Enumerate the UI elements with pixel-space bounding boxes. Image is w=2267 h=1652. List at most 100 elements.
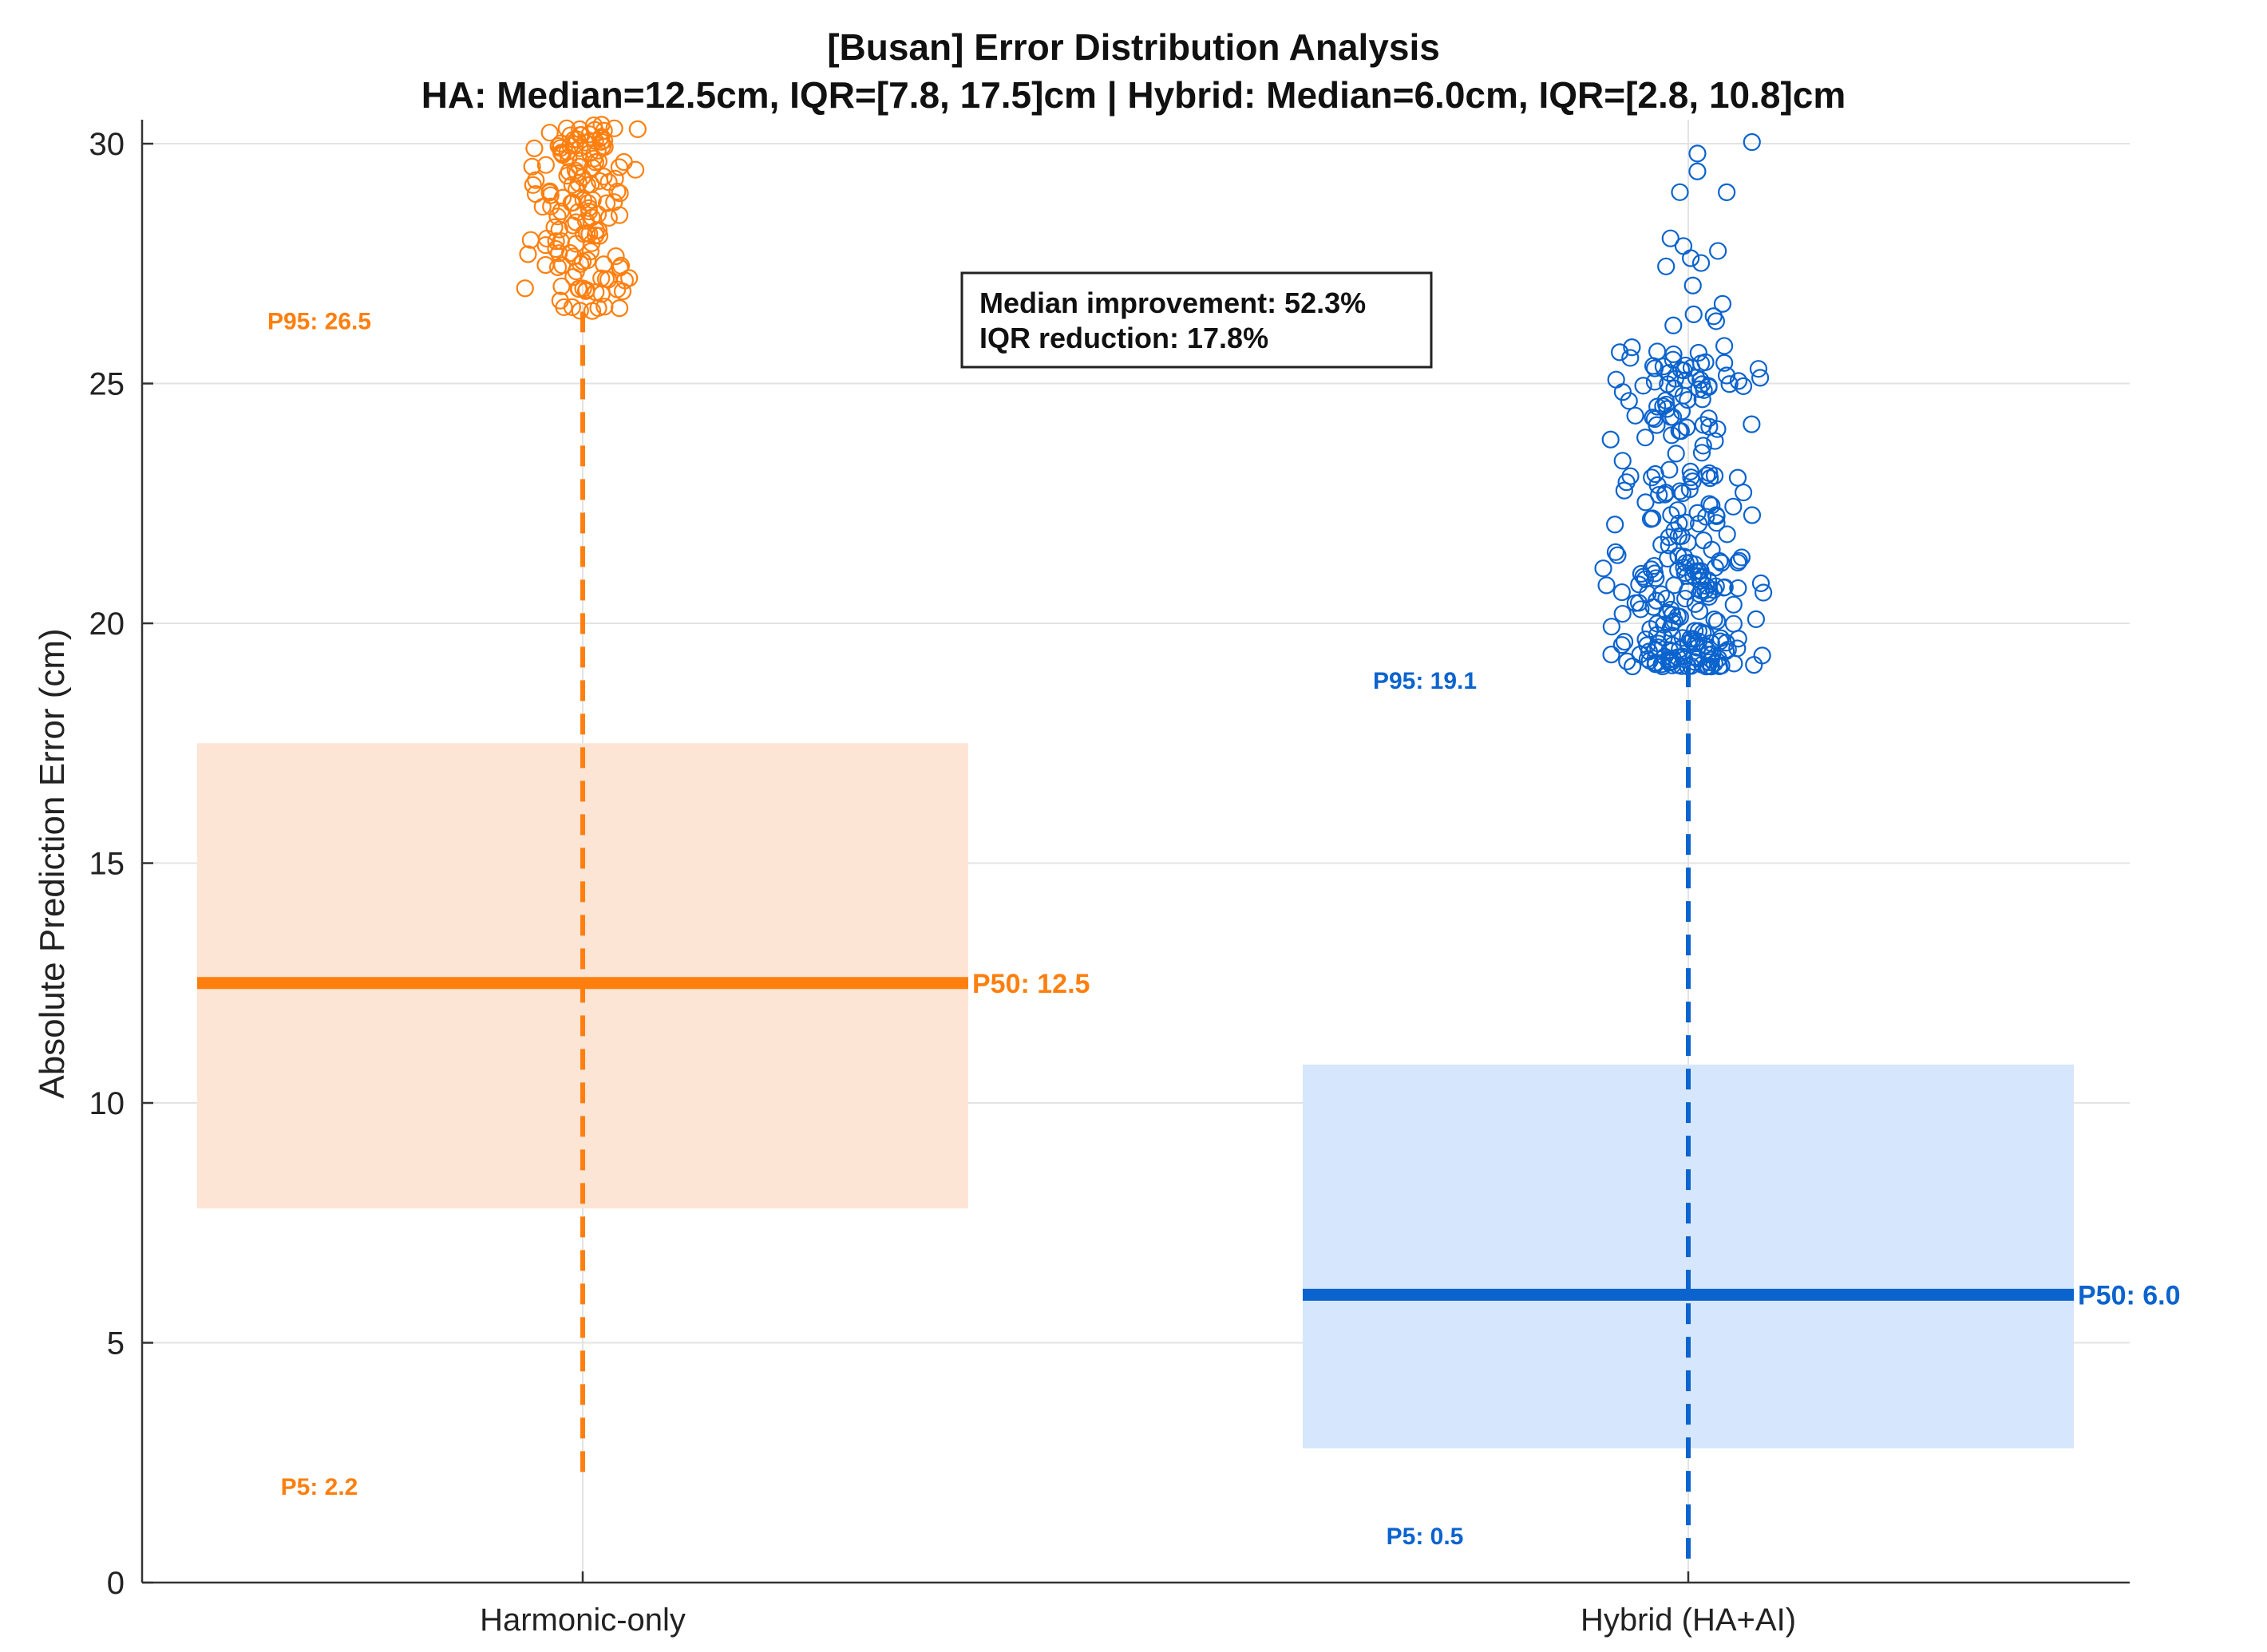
chart-title: [Busan] Error Distribution Analysis [827,26,1440,68]
outlier-point [516,279,534,298]
outlier-point [553,256,572,275]
outlier-point [1662,506,1680,524]
outlier-point [1717,366,1736,385]
p50-label: P50: 6.0 [2078,1280,2181,1310]
y-tick-labels: 0 5 10 15 20 25 30 [89,127,125,1601]
outlier-point [1606,543,1625,561]
outlier-point [1745,656,1763,674]
outlier-point [1708,420,1727,438]
outlier-point [592,116,611,134]
y-tick-label: 5 [107,1326,125,1362]
outlier-point [1659,375,1677,393]
outlier-point [1693,390,1711,409]
outlier-point [1672,361,1691,379]
outlier-point [1697,508,1715,526]
outlier-point [567,213,585,231]
outlier-point [1724,595,1743,614]
iqr-box [197,743,968,1209]
outlier-point [1678,567,1696,585]
outlier-point [1754,583,1773,602]
outlier-point [1667,445,1685,463]
outlier-point [1730,551,1748,570]
outlier-point [1648,591,1666,610]
outlier-point [1602,646,1620,664]
outlier-point [1715,579,1733,597]
outlier-point [525,139,544,157]
outlier-point [1607,370,1625,389]
outlier-point [519,245,537,263]
outlier-point [1718,183,1736,201]
outlier-point [561,243,580,263]
outlier-point [1672,657,1691,675]
outlier-point [1664,316,1683,334]
p5-label: P5: 0.5 [1387,1524,1464,1550]
outlier-point [1646,464,1664,484]
outlier-point [1691,354,1711,373]
outlier-point [1705,654,1723,673]
outlier-point [1734,377,1753,395]
outlier-point [1671,183,1689,201]
outlier-point [1706,432,1724,450]
annotation-border [960,271,1433,369]
y-tick-label: 25 [89,367,125,402]
x-tick-labels: Harmonic-only Hybrid (HA+AI) [480,1603,1796,1638]
outlier-point [1641,619,1660,638]
outlier-point [548,207,567,226]
outlier-point [1688,144,1707,163]
outlier-point [1690,602,1709,621]
outlier-point [1743,132,1761,152]
outlier-point [1674,237,1693,255]
outlier-point [1715,337,1734,355]
outlier-point [1613,604,1632,623]
outlier-point [1694,437,1712,455]
y-tick-label: 20 [89,607,125,642]
percentile-labels: P95: 26.5 P5: 2.2 P50: 12.5 P95: 19.1 P5: 0.… [267,308,2181,1550]
outlier-point [1682,657,1700,675]
outlier-point [589,298,607,318]
outlier-point [1729,372,1748,390]
outlier-point [1673,629,1692,647]
y-tick-label: 0 [107,1566,125,1601]
outlier-point [552,202,570,220]
outlier-point [571,302,589,320]
outlier-point [1705,610,1723,629]
whisker-layer [580,311,1691,1559]
outlier-point [1724,497,1743,516]
outlier-point [564,216,583,235]
outlier-point [1636,429,1655,447]
outlier-point [1645,409,1664,429]
p5-label: P5: 2.2 [281,1474,358,1500]
outlier-point [524,176,542,194]
outlier-point [1703,496,1721,515]
outlier-point [592,128,611,146]
outlier-point [1743,506,1762,524]
outlier-point [570,279,588,298]
outlier-point [1644,409,1662,427]
outlier-point [1700,464,1719,483]
y-tick-label: 30 [89,127,125,162]
outlier-point [1611,343,1629,362]
outlier-point [1680,480,1699,499]
outlier-point [1657,589,1676,608]
outlier-point [1682,358,1701,377]
outlier-point [1691,254,1711,272]
axes [140,120,2130,1584]
outlier-point [536,156,555,174]
outlier-point [1632,564,1651,583]
outlier-point [582,175,600,194]
outlier-point [1630,575,1648,594]
outlier-point [1602,618,1620,636]
outlier-point [1704,307,1723,326]
outlier-point [1710,657,1728,675]
outlier-point [564,193,582,211]
outlier-point [1734,483,1753,502]
outlier-point [1749,360,1768,378]
outlier-point [1615,481,1633,500]
outlier-point [1664,408,1683,426]
outlier-point [1684,305,1703,323]
outlier-point [1717,634,1735,652]
outlier-point [547,232,565,251]
outlier-point [1700,495,1719,513]
outlier-point [610,206,629,224]
outlier-point [1712,554,1731,572]
